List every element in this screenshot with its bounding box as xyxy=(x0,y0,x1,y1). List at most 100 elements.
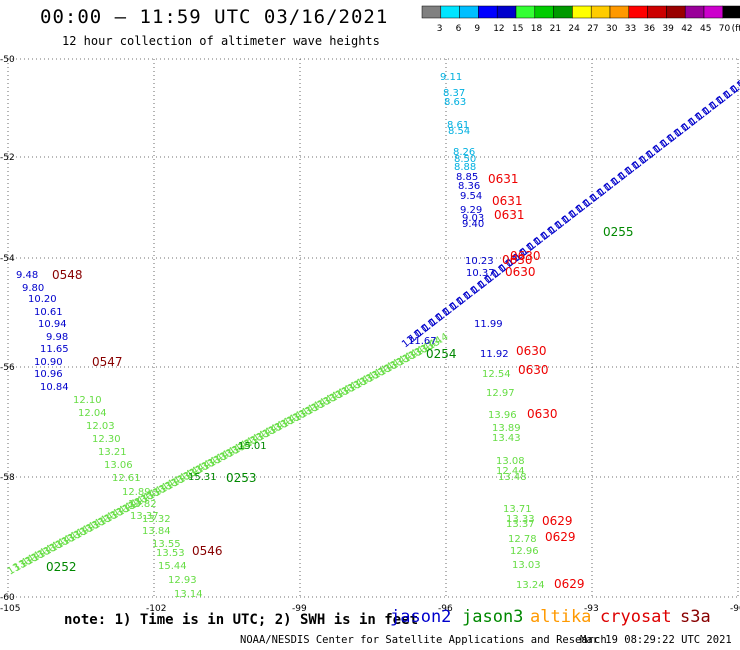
label-s3a-east: 12.44 xyxy=(496,466,525,477)
scale-swatch xyxy=(421,5,442,19)
scale-swatch xyxy=(666,5,686,19)
label-s3a-west: 13.84 xyxy=(142,526,171,537)
label-altika: 8.37 xyxy=(443,88,465,99)
scale-label: 24 xyxy=(568,24,580,34)
label-cryosat-east-time: 0630 xyxy=(516,344,547,358)
label-cryosat-east-time: 0630 xyxy=(518,363,549,377)
label-s3a-east: 13.89 xyxy=(492,423,521,434)
label-altika: 9.11 xyxy=(440,72,462,83)
label-cryosat-east-time: 0631 xyxy=(494,208,525,222)
label-jason2-east: 11.99 xyxy=(474,319,503,330)
scale-label: 33 xyxy=(625,24,636,34)
label-jason3-value: 15.01 xyxy=(238,441,267,452)
scale-label: 9 xyxy=(474,24,480,34)
scale-label: 3 xyxy=(437,24,443,34)
label-s3a-west: 13.14 xyxy=(174,589,203,600)
label-cryosat-east-time: 0630 xyxy=(510,249,541,263)
label-cryosat-west-time: 0547 xyxy=(92,355,123,369)
scale-label: 15 xyxy=(512,24,523,34)
label-altika: 8.54 xyxy=(448,126,470,137)
y-tick-label: -52 xyxy=(0,153,15,163)
label-s3a-east: 13.24 xyxy=(516,580,545,591)
label-cryosat-east-time: 0629 xyxy=(554,577,585,591)
label-altika: 8.85 xyxy=(456,172,478,183)
label-jason3-value: 15.31 xyxy=(188,472,217,483)
label-s3a-west: 13.21 xyxy=(98,447,127,458)
legend-s3a: s3a xyxy=(680,607,711,627)
legend-altika: altika xyxy=(530,607,592,627)
label-s3a-east: 13.37 xyxy=(506,519,535,530)
label-cryosat-east-time: 0629 xyxy=(542,514,573,528)
scale-swatch xyxy=(684,5,705,19)
scale-label: 39 xyxy=(662,24,674,34)
label-altika: 8.26 xyxy=(453,147,475,158)
footer-note: note: 1) Time is in UTC; 2) SWH is in fe… xyxy=(64,612,419,628)
label-s3a-west: 12.04 xyxy=(78,408,107,419)
label-cryosat-east-time: 0631 xyxy=(488,172,519,186)
y-tick-label: -56 xyxy=(0,363,15,373)
scale-label: 6 xyxy=(456,24,462,34)
label-s3a-east: 13.71 xyxy=(503,504,532,515)
label-s3a-east: 13.03 xyxy=(512,560,541,571)
scale-label: 21 xyxy=(550,24,561,34)
scale-swatch xyxy=(590,5,611,19)
label-cryosat-west-time: 0548 xyxy=(52,268,83,282)
label-s3a-west: 12.03 xyxy=(86,421,115,432)
scale-label: 30 xyxy=(606,24,618,34)
label-jason2-west: 10.90 xyxy=(34,357,63,368)
label-s3a-east: 12.78 xyxy=(508,534,537,545)
label-jason3-value: 11.67 xyxy=(408,336,437,347)
label-s3a-west: 13.55 xyxy=(152,539,181,550)
scale-label: 27 xyxy=(587,24,598,34)
label-altika: 9.29 xyxy=(460,205,482,216)
label-jason2-west: 9.98 xyxy=(46,332,68,343)
scale-swatch xyxy=(534,5,554,19)
scale-swatch xyxy=(703,5,724,19)
scale-unit: (ft) xyxy=(732,24,740,34)
label-jason2-west: 9.48 xyxy=(16,270,38,281)
scale-swatch xyxy=(609,5,630,19)
label-s3a-east: 13.48 xyxy=(498,472,527,483)
scale-swatch xyxy=(553,5,573,19)
label-jason3-time: 0254 xyxy=(426,347,457,361)
label-s3a-west: 12.89 xyxy=(122,487,151,498)
label-cryosat-east-time: 0629 xyxy=(545,530,576,544)
label-altika: 8.63 xyxy=(444,97,466,108)
label-jason2-west: 10.84 xyxy=(40,382,69,393)
scale-label: 18 xyxy=(531,24,543,34)
credit-text: NOAA/NESDIS Center for Satellite Applica… xyxy=(240,634,607,646)
y-tick-label: -54 xyxy=(0,254,15,264)
label-altika: 8.50 xyxy=(454,154,476,165)
scale-swatch xyxy=(515,5,536,19)
label-s3a-west: 13.53 xyxy=(156,548,185,559)
label-s3a-west: 13.82 xyxy=(128,499,157,510)
scale-swatch xyxy=(628,5,648,19)
label-jason2-west: 10.96 xyxy=(34,369,63,380)
label-s3a-east: 13.33 xyxy=(506,514,535,525)
label-jason3-time: 0255 xyxy=(603,225,634,239)
label-s3a-west: 13.06 xyxy=(104,460,133,471)
label-altika: 8.36 xyxy=(458,181,480,192)
label-cryosat-west-time: 0546 xyxy=(192,544,223,558)
scale-swatch xyxy=(496,5,517,19)
label-altika: 9.54 xyxy=(460,191,482,202)
label-altika: 8.88 xyxy=(454,162,476,173)
label-s3a-east: 13.43 xyxy=(492,433,521,444)
x-tick-label: -105 xyxy=(0,604,20,614)
label-s3a-east: 12.54 xyxy=(482,369,511,380)
scale-label: 36 xyxy=(644,24,656,34)
label-cryosat-east-time: 0630 xyxy=(527,407,558,421)
satellite-tracks: 13.413.413.413.413.413.413.413.413.413.4… xyxy=(6,72,740,600)
x-tick-label: -96 xyxy=(438,604,453,614)
scale-swatch xyxy=(647,5,667,19)
y-tick-label: -60 xyxy=(0,593,15,603)
page-title: 00:00 – 11:59 UTC 03/16/2021 xyxy=(40,6,389,28)
scale-swatch xyxy=(478,5,498,19)
scale-swatch xyxy=(459,5,479,19)
y-tick-label: -58 xyxy=(0,473,15,483)
label-jason2-east: 10.23 xyxy=(465,256,494,267)
label-jason2-west: 11.65 xyxy=(40,344,69,355)
label-s3a-west: 12.61 xyxy=(112,473,141,484)
